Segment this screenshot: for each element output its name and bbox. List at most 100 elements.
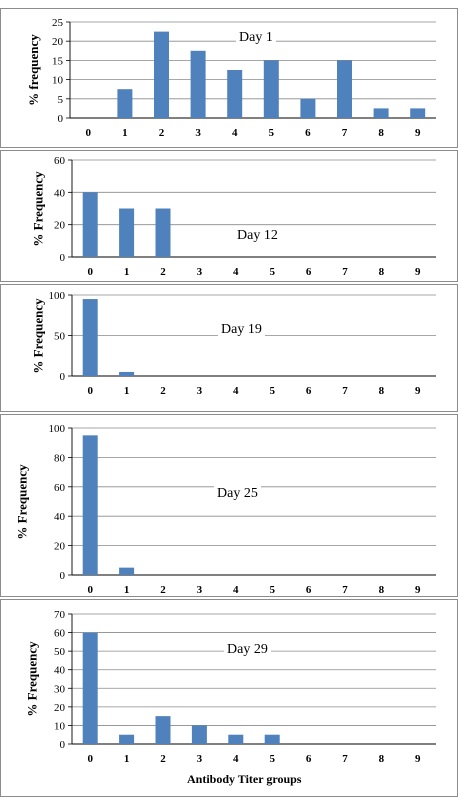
y-axis-title: % Frequency bbox=[24, 641, 40, 717]
chart-title: Day 1 bbox=[236, 30, 276, 46]
x-tick-label: 2 bbox=[160, 584, 166, 596]
chart-panel-2: 0 20 40 60 0 1 2 3 4 5 6 7 8 9 Day 12 % Frequency bbox=[0, 150, 458, 282]
bar-2 bbox=[155, 208, 171, 257]
panel-border bbox=[0, 284, 458, 412]
y-tick-label: 5 bbox=[58, 94, 64, 106]
y-tick-label: 100 bbox=[49, 290, 66, 302]
y-tick-label: 50 bbox=[54, 331, 66, 343]
y-tick-label: 20 bbox=[54, 702, 66, 714]
x-tick-label: 8 bbox=[379, 584, 385, 596]
x-tick-label: 0 bbox=[87, 753, 93, 765]
y-tick-label: 10 bbox=[54, 720, 66, 732]
y-tick-label: 25 bbox=[52, 17, 64, 29]
y-tick-label: 40 bbox=[54, 665, 66, 677]
x-tick-label: 4 bbox=[233, 753, 239, 765]
bar-4 bbox=[228, 734, 244, 744]
x-tick-label: 4 bbox=[233, 385, 239, 397]
x-tick-label: 9 bbox=[415, 266, 421, 278]
x-tick-label: 6 bbox=[305, 127, 311, 139]
x-tick-label: 0 bbox=[87, 266, 93, 278]
x-tick-label: 7 bbox=[342, 266, 348, 278]
x-tick-label: 9 bbox=[415, 127, 421, 139]
x-tick-label: 7 bbox=[342, 385, 348, 397]
x-tick-label: 5 bbox=[269, 753, 275, 765]
chart-title: Day 19 bbox=[218, 322, 265, 338]
x-tick-label: 3 bbox=[197, 266, 203, 278]
x-tick-label: 2 bbox=[159, 127, 165, 139]
bar-2 bbox=[155, 716, 171, 744]
x-tick-label: 1 bbox=[122, 127, 128, 139]
y-tick-label: 20 bbox=[54, 220, 66, 232]
y-tick-label: 20 bbox=[52, 36, 64, 48]
y-axis-title: % frequency bbox=[25, 34, 41, 106]
x-tick-label: 4 bbox=[233, 584, 239, 596]
y-tick-label: 0 bbox=[60, 252, 66, 264]
x-tick-label: 9 bbox=[415, 385, 421, 397]
bar-1 bbox=[119, 567, 135, 575]
panel-border bbox=[0, 414, 458, 597]
y-tick-label: 10 bbox=[52, 75, 64, 87]
bar-0 bbox=[82, 632, 98, 744]
x-tick-label: 0 bbox=[86, 127, 92, 139]
panel-border bbox=[0, 8, 458, 148]
x-tick-label: 6 bbox=[306, 753, 312, 765]
bar-2 bbox=[154, 31, 169, 119]
panel-border bbox=[0, 150, 458, 282]
x-tick-label: 1 bbox=[124, 584, 130, 596]
x-tick-label: 2 bbox=[160, 266, 166, 278]
bar-3 bbox=[190, 50, 206, 118]
x-tick-label: 6 bbox=[306, 584, 312, 596]
x-tick-label: 5 bbox=[269, 385, 275, 397]
x-tick-label: 4 bbox=[232, 127, 238, 139]
x-tick-label: 8 bbox=[379, 266, 385, 278]
bar-3 bbox=[191, 725, 207, 744]
bar-0 bbox=[82, 192, 98, 257]
chart-panel-3: 0 50 100 0 1 2 3 4 5 6 7 8 9 Day 19 % Frequency bbox=[0, 284, 458, 412]
y-tick-label: 40 bbox=[54, 511, 66, 523]
x-tick-label: 8 bbox=[379, 753, 385, 765]
chart-svg-4: 0 20 40 60 80 100 0 1 2 3 4 5 6 7 8 9 bbox=[0, 414, 458, 597]
bar-9 bbox=[410, 108, 426, 118]
bar-7 bbox=[337, 60, 352, 118]
y-tick-label: 50 bbox=[54, 646, 66, 658]
x-tick-label: 7 bbox=[342, 584, 348, 596]
bar-5 bbox=[264, 734, 280, 744]
x-tick-label: 3 bbox=[197, 385, 203, 397]
x-tick-label: 3 bbox=[197, 753, 203, 765]
x-tick-label: 6 bbox=[306, 266, 312, 278]
x-tick-label: 7 bbox=[342, 127, 348, 139]
y-tick-label: 100 bbox=[49, 423, 66, 435]
x-tick-label: 5 bbox=[269, 584, 275, 596]
y-axis-title: % Frequency bbox=[30, 170, 46, 247]
x-tick-label: 8 bbox=[378, 127, 384, 139]
chart-svg-5: 0 10 20 30 40 50 60 70 0 1 2 3 4 5 6 7 8 9 bbox=[0, 599, 458, 797]
y-axis-title: % Frequency bbox=[30, 297, 46, 374]
x-tick-label: 1 bbox=[124, 266, 130, 278]
y-tick-label: 0 bbox=[60, 371, 66, 383]
x-tick-label: 8 bbox=[379, 385, 385, 397]
bar-4 bbox=[227, 70, 243, 118]
y-tick-label: 70 bbox=[54, 609, 66, 621]
x-tick-label: 2 bbox=[160, 385, 166, 397]
bar-5 bbox=[263, 60, 279, 118]
bar-0 bbox=[82, 299, 98, 376]
y-tick-label: 0 bbox=[60, 570, 66, 582]
x-tick-label: 9 bbox=[415, 753, 421, 765]
x-tick-label: 2 bbox=[160, 753, 166, 765]
x-axis-title: Antibody Titer groups bbox=[187, 772, 302, 786]
bar-8 bbox=[373, 108, 389, 118]
bar-1 bbox=[119, 208, 135, 257]
chart-panel-5: 0 10 20 30 40 50 60 70 0 1 2 3 4 5 6 7 8 9 Day 29 % Frequen… bbox=[0, 599, 458, 797]
bar-1 bbox=[117, 89, 133, 118]
x-tick-label: 1 bbox=[124, 753, 130, 765]
chart-panel-4: 0 20 40 60 80 100 0 1 2 3 4 5 6 7 8 9 Day 25 % Frequency bbox=[0, 414, 458, 597]
y-tick-label: 60 bbox=[54, 482, 66, 494]
y-tick-label: 15 bbox=[52, 55, 64, 67]
y-tick-label: 0 bbox=[58, 113, 64, 125]
y-axis-title: % Frequency bbox=[14, 463, 30, 540]
x-tick-label: 5 bbox=[269, 266, 275, 278]
x-tick-label: 6 bbox=[306, 385, 312, 397]
chart-svg-1: 0 5 10 15 20 25 0 1 2 3 4 5 6 7 8 9 bbox=[0, 8, 458, 148]
x-tick-label: 7 bbox=[342, 753, 348, 765]
y-tick-label: 20 bbox=[54, 541, 66, 553]
